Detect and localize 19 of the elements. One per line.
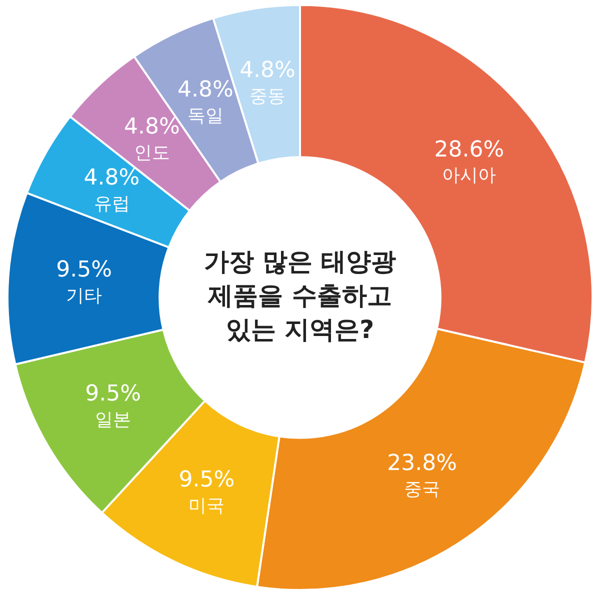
data-label: 4.8% [124,114,180,140]
data-label: 9.5% [56,258,112,283]
data-label: 9.5% [85,381,142,406]
slice-label: 일본 [95,409,132,430]
slice-label: 독일 [187,105,224,126]
slice-label: 기타 [66,286,102,307]
slice-label: 인도 [134,142,170,164]
slice-label: 아시아 [442,165,496,186]
data-label: 4.8% [178,78,234,102]
data-label: 23.8% [387,450,458,476]
data-label: 28.6% [434,137,504,162]
slice-label: 유럽 [94,193,130,214]
data-label: 4.8% [84,165,140,190]
text: 가장 많은 태양광 제품을 수출하고 있는 지역은? [204,247,396,344]
slice-label: 중국 [404,478,440,500]
data-label: 4.8% [240,58,296,84]
data-label: 9.5% [178,468,235,493]
slice-label: 중동 [250,86,286,108]
slice-label: 미국 [188,495,225,516]
